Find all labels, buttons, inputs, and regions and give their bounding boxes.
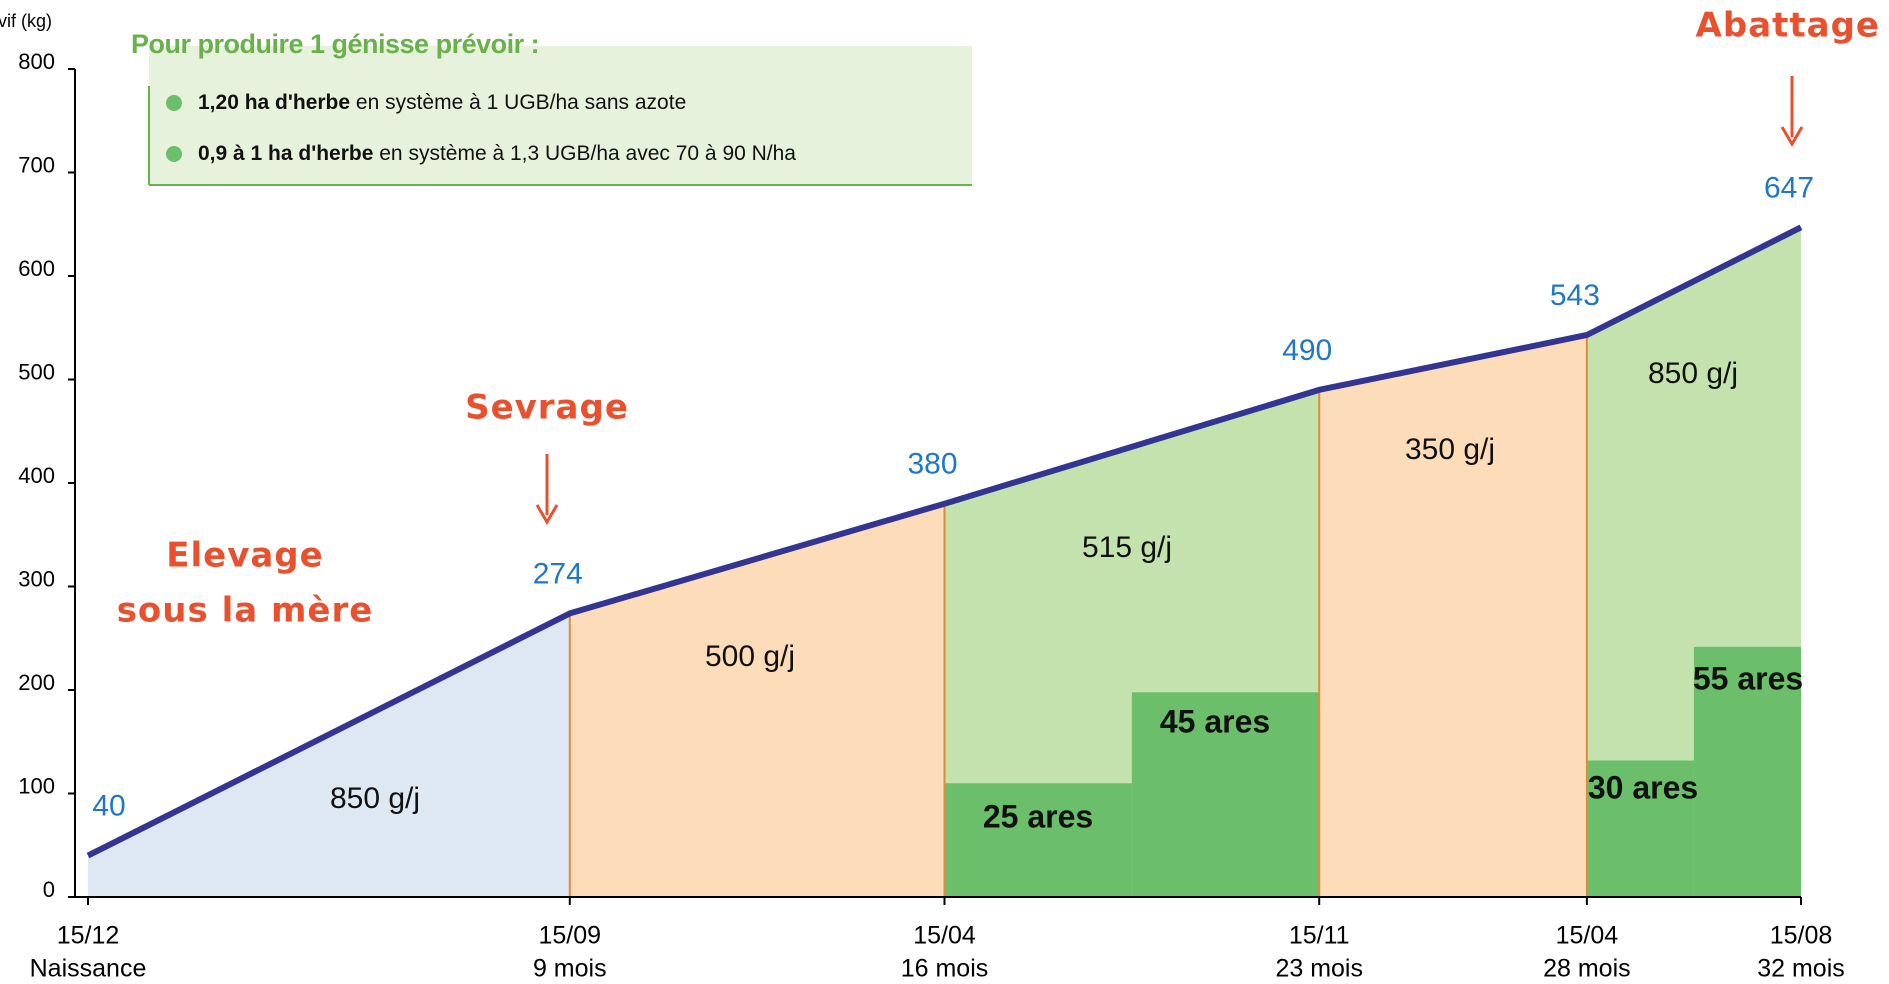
annotation: Elevage [166, 536, 323, 576]
arrow-head [535, 504, 559, 525]
area-label: 55 ares [1693, 660, 1803, 696]
growth-label: 515 g/j [1082, 531, 1172, 564]
growth-label: 350 g/j [1405, 433, 1495, 466]
info-bold: 1,20 ha d'herbe [198, 91, 350, 114]
bullet [166, 146, 182, 162]
period-area [569, 503, 945, 897]
y-tick-label: 700 [18, 152, 55, 177]
y-tick-label: 100 [18, 773, 55, 798]
value-label: 490 [1282, 334, 1332, 367]
growth-label: 850 g/j [330, 782, 420, 815]
growth-label: 500 g/j [705, 640, 795, 673]
x-tick-label: 15/08 [1770, 922, 1833, 950]
info-text: en système à 1,3 UGB/ha avec 70 à 90 N/h… [379, 142, 796, 165]
area-label: 30 ares [1588, 769, 1698, 805]
info-item: 1,20 ha d'herbe en système à 1 UGB/ha sa… [198, 91, 686, 114]
x-tick-label: Naissance [30, 955, 147, 983]
x-tick-label: 32 mois [1757, 955, 1845, 983]
y-tick-label: 300 [18, 566, 55, 591]
plot: 0 100 200 300 400 500 600 700 800 15/12 Naissance 1… [18, 49, 1844, 983]
bullet [166, 95, 182, 111]
area-label: 45 ares [1160, 703, 1270, 739]
annotation: Sevrage [465, 388, 629, 428]
area-bar [1131, 692, 1320, 897]
x-tick-label: 15/11 [1289, 922, 1350, 950]
y-tick-label: 400 [18, 463, 55, 488]
x-tick-label: 9 mois [533, 955, 607, 983]
area-bar [1693, 646, 1801, 897]
x-tick-label: 15/09 [539, 922, 602, 950]
period-area [1319, 334, 1587, 897]
period-area [88, 613, 570, 897]
x-tick-label: 15/04 [913, 922, 976, 950]
line [86, 224, 1803, 859]
y-tick-label: 800 [18, 49, 55, 74]
y-tick-label: 0 [43, 877, 55, 902]
x-tick-label: 15/04 [1556, 922, 1619, 950]
x-tick-label: 16 mois [901, 955, 989, 983]
value-label: 380 [907, 448, 957, 481]
info-title: Pour produire 1 génisse prévoir : [131, 29, 539, 59]
value-label: 647 [1764, 171, 1814, 204]
x-tick-label: 28 mois [1543, 955, 1631, 983]
x-tick-label: 15/12 [57, 922, 120, 950]
info-text: en système à 1 UGB/ha sans azote [356, 91, 686, 114]
info-bold: 0,9 à 1 ha d'herbe [198, 142, 373, 165]
info-box [149, 46, 972, 185]
value-label: 274 [533, 557, 583, 590]
area-bar [1586, 760, 1694, 897]
value-label: 40 [92, 790, 125, 823]
area-label: 25 ares [983, 798, 1093, 834]
y-tick-label: 200 [18, 670, 55, 695]
arrow-head [1780, 126, 1804, 147]
x-tick-label: 23 mois [1275, 955, 1363, 983]
y-axis-label: s vif (kg) [0, 11, 52, 31]
y-tick-label: 600 [18, 256, 55, 281]
growth-label: 850 g/j [1648, 357, 1738, 390]
annotation: Abattage [1696, 6, 1880, 46]
y-tick-label: 500 [18, 359, 55, 384]
area-bar [944, 783, 1132, 897]
info-item: 0,9 à 1 ha d'herbe en système à 1,3 UGB/… [198, 142, 796, 165]
annotation: sous la mère [117, 591, 374, 631]
value-label: 543 [1550, 279, 1600, 312]
